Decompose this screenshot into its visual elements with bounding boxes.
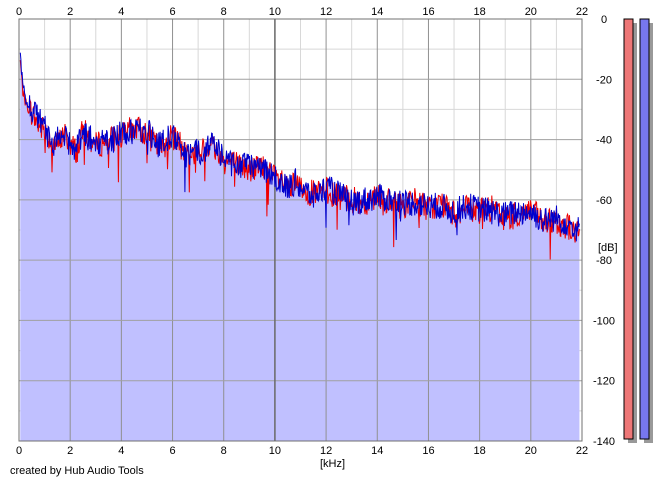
x-tick-label-bottom: 22	[576, 445, 588, 457]
x-tick-label-bottom: 20	[525, 445, 537, 457]
series-layer	[19, 52, 580, 260]
x-tick-label-bottom: 8	[221, 445, 227, 457]
x-tick-label-top: 14	[371, 6, 383, 18]
y-tick-label: -60	[596, 195, 612, 207]
series-right-channel	[19, 52, 580, 242]
x-tick-label-top: 8	[221, 6, 227, 18]
y-tick-label: -120	[593, 376, 615, 388]
y-tick-label: -40	[596, 135, 612, 147]
x-tick-label-top: 18	[474, 6, 486, 18]
y-tick-label: -140	[593, 436, 615, 448]
x-tick-label-bottom: 0	[16, 445, 22, 457]
plot-frame	[18, 18, 583, 442]
x-tick-label-top: 2	[67, 6, 73, 18]
x-tick-label-top: 4	[118, 6, 124, 18]
credit-text: created by Hub Audio Tools	[10, 465, 144, 477]
spectrum-area-fill	[20, 52, 580, 441]
x-tick-label-bottom: 14	[371, 445, 383, 457]
tick-labels: 002244668810101212141416161818202022220-…	[16, 6, 615, 457]
x-tick-label-top: 0	[16, 6, 22, 18]
x-tick-label-top: 6	[169, 6, 175, 18]
y-tick-label: -100	[593, 315, 615, 327]
level-meter-left-bar	[623, 18, 634, 440]
level-meter-right	[639, 18, 653, 443]
x-tick-label-bottom: 6	[169, 445, 175, 457]
x-tick-label-top: 22	[576, 6, 588, 18]
x-tick-label-top: 10	[269, 6, 281, 18]
x-tick-label-top: 16	[422, 6, 434, 18]
x-tick-label-bottom: 16	[422, 445, 434, 457]
x-tick-label-bottom: 12	[320, 445, 332, 457]
y-tick-label: -20	[596, 74, 612, 86]
y-axis-label: [dB]	[598, 242, 618, 254]
x-tick-label-bottom: 10	[269, 445, 281, 457]
x-tick-label-top: 12	[320, 6, 332, 18]
x-tick-label-top: 20	[525, 6, 537, 18]
y-tick-label: -80	[596, 255, 612, 267]
x-tick-label-bottom: 18	[474, 445, 486, 457]
y-tick-label: 0	[601, 14, 607, 26]
x-tick-label-bottom: 2	[67, 445, 73, 457]
level-meter-right-bar	[639, 18, 650, 440]
level-meter-left	[623, 18, 637, 443]
x-axis-label: [kHz]	[320, 458, 345, 470]
x-tick-label-bottom: 4	[118, 445, 124, 457]
